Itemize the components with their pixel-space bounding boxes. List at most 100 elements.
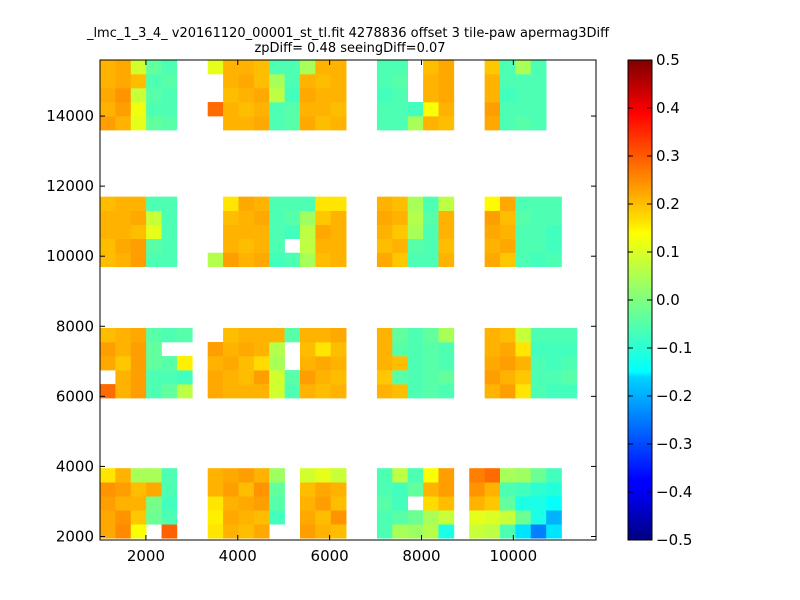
heatmap-cell — [253, 74, 270, 89]
heatmap-cell — [546, 252, 562, 268]
heatmap-cell — [392, 224, 409, 239]
heatmap-cell — [207, 384, 224, 399]
heatmap-cell — [530, 224, 547, 239]
heatmap-cell — [161, 482, 178, 497]
heatmap-cell — [300, 210, 316, 225]
heatmap-cell — [284, 196, 301, 211]
heatmap-cell — [100, 524, 116, 539]
heatmap-cell — [500, 384, 516, 399]
chart-title: _lmc_1_3_4_ v20161120_00001_st_tl.fit 42… — [86, 26, 610, 41]
heatmap-cell — [530, 468, 547, 483]
heatmap-cell — [500, 224, 516, 239]
colorbar-axis: 0.5 0.4 0.3 0.2 0.1 0.0 −0.1 −0.2 −0.3 −0.4 −0.5 — [628, 51, 692, 549]
heatmap-cell — [161, 196, 178, 211]
heatmap-cell — [161, 356, 178, 371]
heatmap-cell — [330, 252, 347, 268]
heatmap-cell — [161, 370, 178, 385]
heatmap-cell — [330, 482, 347, 497]
heatmap-cell — [530, 252, 547, 268]
heatmap-cell — [407, 224, 424, 239]
heatmap-cell — [223, 238, 239, 253]
heatmap-cell — [238, 74, 255, 89]
heatmap-cell — [515, 224, 532, 239]
heatmap-cell — [315, 510, 332, 525]
heatmap-cell — [330, 210, 347, 225]
heatmap-cell — [100, 74, 116, 89]
heatmap-cell — [330, 510, 347, 525]
heatmap-cell — [392, 328, 409, 343]
heatmap-cell — [315, 328, 332, 343]
heatmap-cell — [484, 196, 501, 211]
heatmap-cell — [207, 496, 224, 511]
heatmap-cell — [100, 102, 116, 117]
heatmap-cell — [546, 196, 562, 211]
heatmap-cell — [438, 196, 455, 211]
heatmap-cell — [392, 60, 409, 75]
heatmap-cell — [392, 496, 409, 511]
heatmap-cell — [407, 116, 424, 131]
heatmap-cell — [100, 482, 116, 497]
heatmap-cell — [223, 342, 239, 357]
heatmap-cell — [423, 384, 439, 399]
heatmap-cell — [207, 468, 224, 483]
heatmap-cell — [223, 196, 239, 211]
heatmap-cell — [115, 210, 132, 225]
heatmap-cell — [161, 524, 178, 539]
heatmap-cell — [161, 238, 178, 253]
heatmap-cell — [146, 468, 162, 483]
x-tick-label: 8000 — [402, 547, 440, 565]
heatmap-cell — [238, 482, 255, 497]
heatmap-cell — [392, 510, 409, 525]
heatmap-cell — [161, 496, 178, 511]
heatmap-cell — [161, 468, 178, 483]
heatmap-cell — [146, 102, 162, 117]
heatmap-cell — [423, 252, 439, 268]
heatmap-cell — [207, 252, 224, 268]
heatmap-cell — [207, 102, 224, 117]
heatmap-cell — [330, 224, 347, 239]
heatmap-cell — [392, 210, 409, 225]
x-tick-label: 2000 — [127, 547, 165, 565]
x-axis: 2000 4000 6000 8000 10000 — [127, 60, 537, 565]
x-tick-label: 6000 — [311, 547, 349, 565]
heatmap-cell — [376, 252, 393, 268]
heatmap-cell — [100, 496, 116, 511]
heatmap-cell — [115, 384, 132, 399]
heatmap-cell — [300, 482, 316, 497]
colorbar-tick-label: −0.4 — [656, 483, 692, 501]
heatmap-cell — [484, 224, 501, 239]
heatmap-cell — [515, 196, 532, 211]
heatmap-cell — [376, 196, 393, 211]
heatmap-cell — [546, 496, 562, 511]
heatmap-cell — [253, 88, 270, 103]
heatmap-cell — [223, 88, 239, 103]
heatmap-cell — [300, 74, 316, 89]
heatmap-cell — [392, 116, 409, 131]
heatmap-cell — [161, 60, 178, 75]
heatmap-cell — [392, 74, 409, 89]
heatmap-cell — [484, 356, 501, 371]
heatmap-cell — [269, 384, 285, 399]
heatmap-cell — [515, 356, 532, 371]
heatmap-cell — [284, 210, 301, 225]
colorbar-tick-label: 0.4 — [656, 99, 680, 117]
heatmap-cell — [115, 356, 132, 371]
heatmap-cell — [515, 384, 532, 399]
heatmap-cell — [238, 524, 255, 539]
heatmap-cell — [500, 524, 516, 539]
heatmap-cell — [315, 496, 332, 511]
heatmap-cell — [515, 370, 532, 385]
heatmap-cell — [376, 524, 393, 539]
heatmap-cell — [438, 60, 455, 75]
heatmap-cell — [315, 342, 332, 357]
heatmap-cell — [253, 482, 270, 497]
heatmap-cell — [515, 496, 532, 511]
heatmap-cell — [238, 384, 255, 399]
heatmap-cell — [315, 252, 332, 268]
heatmap-cell — [546, 356, 562, 371]
heatmap-cell — [438, 370, 455, 385]
heatmap-cell — [146, 356, 162, 371]
heatmap-cell — [407, 210, 424, 225]
heatmap-cell — [146, 88, 162, 103]
heatmap-cell — [484, 102, 501, 117]
